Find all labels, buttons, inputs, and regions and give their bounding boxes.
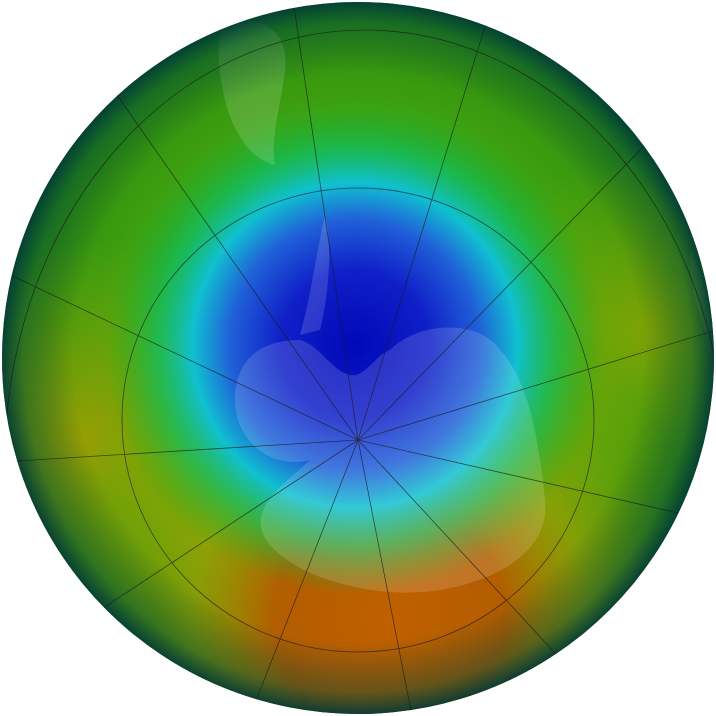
meridian: [357, 439, 413, 714]
meridian: [2, 439, 359, 463]
meridian: [357, 329, 714, 441]
meridian: [109, 84, 359, 441]
meridian: [2, 269, 359, 441]
meridian: [99, 439, 359, 611]
meridian: [357, 139, 651, 441]
meridian: [357, 439, 701, 519]
meridian: [249, 439, 359, 714]
meridian: [292, 2, 359, 441]
meridian: [357, 9, 491, 441]
parallel: [121, 187, 595, 653]
meridian: [357, 439, 581, 681]
